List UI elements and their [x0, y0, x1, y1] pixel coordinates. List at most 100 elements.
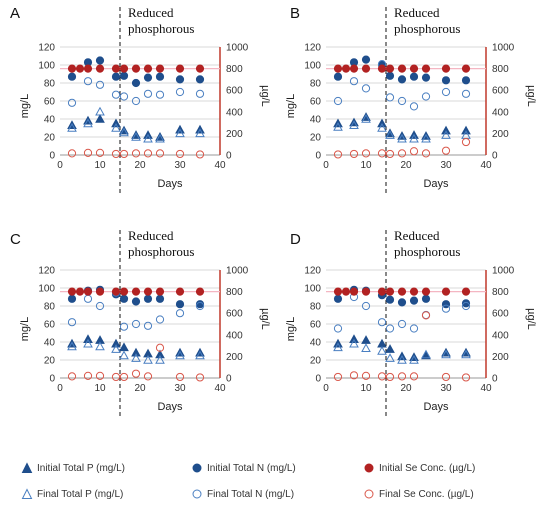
data-point — [361, 335, 371, 344]
data-point — [409, 72, 419, 81]
data-point — [67, 294, 77, 303]
data-point — [95, 56, 105, 65]
data-point — [397, 354, 407, 364]
chart-panel-d: D 0 20 40 60 80 100 120 0 200 400 600 800 1000 0 10 20 30… — [285, 228, 537, 416]
data-point — [155, 294, 165, 303]
data-point — [119, 92, 129, 101]
data-point — [421, 287, 431, 296]
data-point — [155, 349, 165, 359]
data-point — [397, 96, 407, 106]
data-point — [461, 301, 471, 311]
x-tick-label: 40 — [214, 160, 226, 171]
data-point — [361, 343, 371, 352]
y2-tick-label: 0 — [492, 374, 498, 385]
x-tick-label: 20 — [134, 160, 146, 171]
y2-tick-label: 0 — [226, 151, 232, 162]
data-point — [111, 287, 121, 296]
data-point — [441, 130, 451, 139]
data-point — [409, 102, 419, 111]
data-point — [461, 137, 471, 147]
data-point — [155, 133, 165, 143]
data-point — [377, 64, 387, 73]
data-point — [385, 372, 395, 382]
data-point — [83, 64, 93, 73]
y-tick-label: 0 — [315, 374, 321, 385]
y-tick-label: 120 — [38, 266, 55, 277]
y-tick-label: 80 — [44, 302, 56, 313]
y2-tick-label: 800 — [492, 64, 509, 75]
data-point — [195, 89, 205, 98]
data-point — [377, 149, 387, 158]
y2-tick-label: 200 — [492, 129, 509, 140]
data-point — [155, 315, 165, 324]
data-point — [95, 341, 105, 351]
data-point — [67, 122, 77, 132]
y-tick-label: 20 — [310, 133, 322, 144]
data-point — [377, 318, 387, 327]
y-tick-label: 120 — [304, 266, 321, 277]
legend-item-final-se-conc-g-l: Final Se Conc. (µg/L) — [362, 488, 474, 500]
y-tick-label: 100 — [38, 284, 55, 295]
data-point — [119, 294, 129, 303]
data-point — [341, 64, 351, 73]
y-axis-label: mg/L — [285, 94, 297, 118]
x-tick-label: 30 — [174, 160, 186, 171]
data-point — [333, 150, 343, 159]
data-point — [67, 287, 77, 296]
x-tick-label: 0 — [57, 383, 63, 394]
data-point — [361, 113, 371, 123]
legend-label: Initial Se Conc. (µg/L) — [379, 462, 476, 474]
data-point — [111, 372, 121, 382]
data-point — [131, 319, 141, 329]
y-tick-label: 20 — [310, 356, 322, 367]
data-point — [333, 64, 343, 73]
data-point — [421, 133, 431, 143]
legend-item-initial-se-conc-g-l: Initial Se Conc. (µg/L) — [362, 462, 475, 474]
y-tick-label: 60 — [44, 320, 56, 331]
data-point — [385, 93, 395, 102]
y-axis-label: mg/L — [19, 94, 31, 118]
data-point — [195, 300, 205, 309]
y2-tick-label: 600 — [492, 309, 509, 320]
y2-tick-label: 400 — [226, 330, 243, 341]
data-point — [195, 64, 205, 73]
triangle-marker-icon — [20, 462, 34, 474]
legend-label: Final Total N (mg/L) — [207, 488, 295, 500]
data-point — [385, 344, 395, 353]
data-point — [83, 77, 93, 86]
data-point — [361, 149, 371, 158]
data-point — [333, 372, 343, 382]
y2-tick-label: 200 — [226, 129, 243, 140]
legend-label: Final Se Conc. (µg/L) — [379, 488, 474, 500]
data-point — [131, 149, 141, 158]
y-tick-label: 0 — [315, 151, 321, 162]
annotation-reduced-phosphorous: Reduced phosphorous — [394, 5, 460, 36]
x-tick-label: 30 — [440, 383, 452, 394]
data-point — [119, 127, 129, 137]
data-point — [143, 354, 153, 364]
y-tick-label: 40 — [310, 115, 322, 126]
data-point — [111, 149, 121, 159]
legend-label: Final Total P (mg/L) — [37, 488, 124, 500]
y-tick-label: 40 — [44, 115, 56, 126]
y2-tick-label: 1000 — [226, 43, 249, 54]
series-final-se-conc-g-l — [333, 137, 471, 159]
data-point — [441, 146, 451, 155]
data-point — [155, 343, 165, 352]
y-tick-label: 80 — [44, 79, 56, 90]
data-point — [111, 72, 121, 81]
data-point — [175, 128, 185, 138]
x-tick-label: 40 — [480, 160, 492, 171]
circle-marker-icon — [190, 462, 204, 474]
series-initial-se-conc-g-l — [67, 64, 205, 73]
triangle-marker-icon — [20, 488, 34, 500]
data-point — [385, 149, 395, 159]
y2-tick-label: 600 — [492, 86, 509, 97]
data-point — [143, 149, 153, 158]
data-point — [409, 64, 419, 73]
annotation-reduced-phosphorous: Reduced phosphorous — [128, 228, 194, 259]
legend-item-final-total-n-mg-l: Final Total N (mg/L) — [190, 488, 294, 500]
data-point — [409, 324, 419, 333]
y2-tick-label: 200 — [226, 352, 243, 363]
